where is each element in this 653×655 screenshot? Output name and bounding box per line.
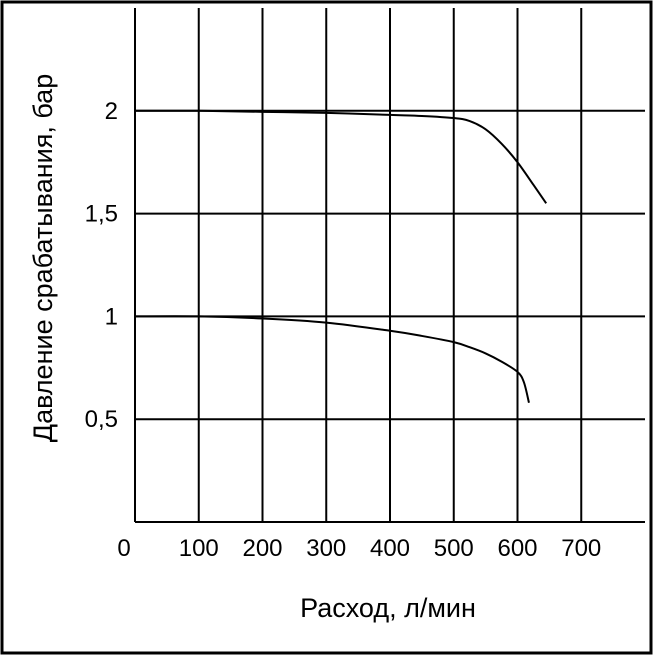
- x-tick-label: 500: [434, 535, 474, 562]
- y-tick-labels: 0,5 1 1,5 2: [85, 98, 118, 433]
- y-tick-label: 1,5: [85, 201, 118, 228]
- x-tick-label: 300: [306, 535, 346, 562]
- y-tick-label: 0,5: [85, 406, 118, 433]
- y-tick-label: 1: [105, 303, 118, 330]
- x-axis-title: Расход, л/мин: [300, 593, 476, 623]
- x-tick-label: 0: [117, 535, 130, 562]
- x-tick-label: 600: [497, 535, 537, 562]
- series-line-1: [134, 109, 548, 204]
- y-axis-title: Давление срабатывания, бар: [28, 74, 58, 442]
- series-group: [134, 109, 548, 403]
- x-tick-labels: 0 100 200 300 400 500 600 700: [117, 535, 601, 562]
- series-line-2: [134, 315, 530, 403]
- y-tick-label: 2: [105, 98, 118, 125]
- x-tick-label: 400: [370, 535, 410, 562]
- x-tick-label: 700: [561, 535, 601, 562]
- x-tick-label: 200: [242, 535, 282, 562]
- x-tick-label: 100: [179, 535, 219, 562]
